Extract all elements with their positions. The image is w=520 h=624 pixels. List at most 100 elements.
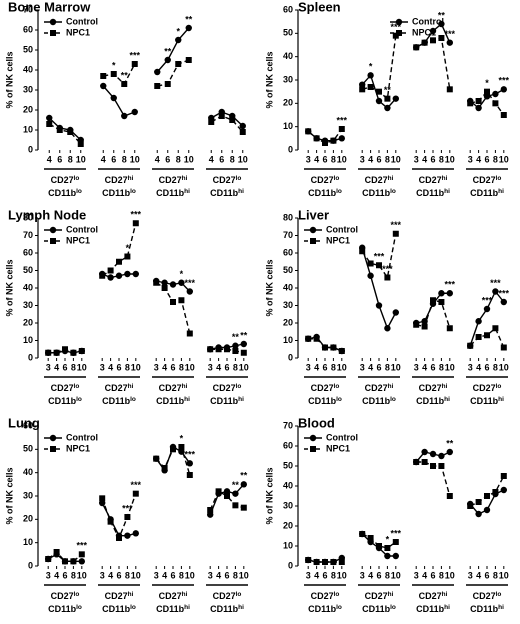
group-label-text: CD11b <box>102 396 131 406</box>
group-label-text: CD27 <box>51 383 74 393</box>
group-label: CD11bhi <box>156 188 190 199</box>
y-tick-label: 20 <box>23 317 33 327</box>
y-tick-label: 40 <box>23 282 33 292</box>
y-tick-label: 30 <box>23 84 33 94</box>
group-label: CD11bhi <box>416 188 450 199</box>
data-point <box>161 279 168 286</box>
y-tick-label: 20 <box>23 514 33 524</box>
data-point <box>338 126 345 132</box>
significance: *** <box>499 288 510 298</box>
group-label-sup: lo <box>496 591 502 598</box>
group-label-sup: hi <box>128 383 134 390</box>
group-label: CD27lo <box>51 383 80 394</box>
y-tick-label: 20 <box>283 520 293 530</box>
y-tick-label: 0 <box>288 144 293 154</box>
x-tick-label: 4 <box>368 154 373 164</box>
y-tick-label: 40 <box>23 64 33 74</box>
group-label: CD27lo <box>311 383 340 394</box>
group-label-text: CD11b <box>48 396 77 406</box>
data-point <box>175 36 182 44</box>
y-tick-label: 30 <box>283 74 293 84</box>
x-tick-label: 4 <box>216 362 221 372</box>
data-point <box>132 530 139 537</box>
y-tick-label: 10 <box>283 540 293 550</box>
significance: ** <box>384 85 392 95</box>
x-tick-label: 8 <box>385 154 390 164</box>
data-point <box>186 472 193 478</box>
panel-title: Lymph Node <box>8 207 86 222</box>
x-tick-label: 4 <box>101 154 106 164</box>
data-point <box>240 349 247 356</box>
x-tick-label: 8 <box>493 570 498 580</box>
data-point <box>375 302 383 309</box>
group-label-sup: hi <box>498 396 504 403</box>
data-point <box>208 119 215 125</box>
x-tick-label: 3 <box>208 362 213 372</box>
group-label-text: CD27 <box>365 591 388 601</box>
y-tick-label: 60 <box>23 247 33 257</box>
x-tick-label: 8 <box>68 154 73 164</box>
x-tick-label: 8 <box>439 362 444 372</box>
data-point <box>232 342 239 349</box>
series-line <box>156 27 190 73</box>
legend-label: NPC1 <box>66 235 90 245</box>
x-tick-label: 10 <box>445 362 455 372</box>
data-point <box>116 535 122 541</box>
y-axis-label: % of NK cells <box>4 259 14 316</box>
x-tick-label: 6 <box>224 362 229 372</box>
x-tick-label: 4 <box>54 362 59 372</box>
legend-label: NPC1 <box>66 27 90 37</box>
x-tick-label: 10 <box>185 362 195 372</box>
group-label-text: CD27 <box>105 175 128 185</box>
group-label-text: CD11b <box>362 396 391 406</box>
x-tick-label: 6 <box>376 570 381 580</box>
significance: ** <box>232 332 240 342</box>
data-point <box>170 446 176 453</box>
significance: *** <box>382 264 393 274</box>
series-line <box>210 111 244 127</box>
group-label: CD11bhi <box>470 188 504 199</box>
y-tick-label: 80 <box>283 212 293 222</box>
group-label-text: CD11b <box>470 188 499 198</box>
x-tick-label: 4 <box>368 362 373 372</box>
series-line <box>157 59 189 87</box>
x-tick-label: 10 <box>239 362 249 372</box>
data-point <box>185 24 192 32</box>
data-point <box>67 129 74 135</box>
group-label-sup: lo <box>130 604 136 611</box>
group-label-text: CD11b <box>416 604 445 614</box>
group-label-sup: hi <box>442 175 448 182</box>
group-label-text: CD11b <box>416 188 445 198</box>
significance: * <box>180 433 184 443</box>
x-tick-label: 3 <box>306 154 311 164</box>
significance: ** <box>185 14 193 24</box>
x-tick-label: 4 <box>155 154 160 164</box>
x-tick-label: 10 <box>131 570 141 580</box>
group-label-text: CD11b <box>362 188 391 198</box>
x-tick-label: 3 <box>468 362 473 372</box>
significance: *** <box>185 450 196 460</box>
significance: * <box>176 26 180 36</box>
significance: ** <box>121 70 129 80</box>
group-label-sup: hi <box>444 604 450 611</box>
group-label-text: CD11b <box>156 604 185 614</box>
x-tick-label: 6 <box>224 570 229 580</box>
group-label-text: CD11b <box>470 604 499 614</box>
data-point <box>421 39 428 46</box>
data-point <box>421 459 428 465</box>
group-label-sup: lo <box>390 604 396 611</box>
data-point <box>207 346 214 353</box>
y-tick-label: 40 <box>283 282 293 292</box>
data-point <box>500 86 507 93</box>
group-label-text: CD11b <box>102 188 131 198</box>
data-point <box>367 535 374 541</box>
group-label-sup: lo <box>236 591 242 598</box>
group-label-sup: hi <box>128 175 134 182</box>
data-point <box>446 39 453 46</box>
x-tick-label: 3 <box>154 362 159 372</box>
group-label-text: CD11b <box>156 188 185 198</box>
group-label-sup: hi <box>442 383 448 390</box>
group-label: CD27hi <box>365 591 394 602</box>
x-tick-label: 10 <box>76 154 86 164</box>
data-point <box>223 488 231 495</box>
